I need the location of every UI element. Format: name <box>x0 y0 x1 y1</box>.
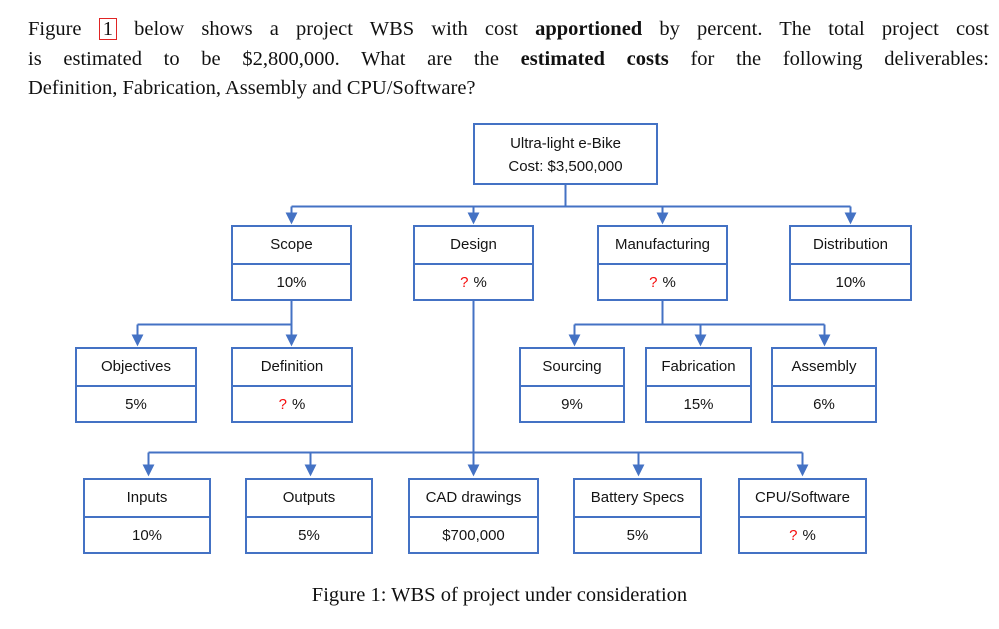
node-value: 5% <box>77 385 195 421</box>
value-text: % <box>473 274 487 291</box>
wbs-node-fabrication: Fabrication 15% <box>645 347 752 423</box>
question-line-1: Figure 1 below shows a project WBS with … <box>28 15 989 45</box>
question-segment: by percent. The total project cost <box>642 18 989 40</box>
node-label: CAD drawings <box>425 489 522 506</box>
node-label: Design <box>450 236 497 253</box>
figure-ref-link[interactable]: 1 <box>98 18 117 40</box>
wbs-node-battery-specs: Battery Specs 5% <box>573 478 702 554</box>
wbs-node-cpu-software: CPU/Software ?% <box>738 478 867 554</box>
node-value: ?% <box>233 385 351 421</box>
node-label: Fabrication <box>661 358 736 375</box>
question-segment-bold: estimated costs <box>520 47 669 70</box>
node-value: 10% <box>791 263 910 299</box>
question-segment: below shows a project WBS with cost <box>116 18 536 40</box>
node-value: ?% <box>599 263 726 299</box>
wbs-node-objectives: Objectives 5% <box>75 347 197 423</box>
node-value: 5% <box>247 516 371 552</box>
wbs-node-sourcing: Sourcing 9% <box>519 347 625 423</box>
node-value: $700,000 <box>410 516 537 552</box>
question-text: Figure 1 below shows a project WBS with … <box>28 15 989 104</box>
value-text: 5% <box>626 527 649 544</box>
wbs-node-inputs: Inputs 10% <box>83 478 211 554</box>
node-label: Inputs <box>126 489 168 506</box>
node-label: Sourcing <box>542 358 602 375</box>
node-label: CPU/Software <box>754 489 851 506</box>
wbs-root-title: Ultra-light e-Bike <box>510 135 621 152</box>
question-segment: Figure <box>28 18 99 40</box>
figure-caption: Figure 1: WBS of project under considera… <box>311 584 688 606</box>
wbs-node-manufacturing: Manufacturing ?% <box>597 225 728 301</box>
wbs-node-distribution: Distribution 10% <box>789 225 912 301</box>
unknown-mark: ? <box>789 527 798 544</box>
question-segment-bold: apportioned <box>535 18 643 40</box>
question-line-3: Definition, Fabrication, Assembly and CP… <box>28 77 476 99</box>
wbs-node-outputs: Outputs 5% <box>245 478 373 554</box>
node-value: ?% <box>740 516 865 552</box>
wbs-node-root: Ultra-light e-Bike Cost: $3,500,000 <box>473 123 658 185</box>
value-text: 10% <box>276 274 307 291</box>
value-text: % <box>292 396 306 413</box>
unknown-mark: ? <box>460 274 469 291</box>
wbs-node-scope: Scope 10% <box>231 225 352 301</box>
node-label: Scope <box>270 236 313 253</box>
node-value: 5% <box>575 516 700 552</box>
value-text: 9% <box>561 396 583 413</box>
question-segment: is estimated to be $2,800,000. What are … <box>28 47 521 70</box>
value-text: % <box>662 274 676 291</box>
node-value: 9% <box>521 385 623 421</box>
wbs-root-cost: Cost: $3,500,000 <box>508 158 623 175</box>
node-value: 6% <box>773 385 875 421</box>
node-label: Assembly <box>791 358 857 375</box>
value-text: 5% <box>125 396 147 413</box>
unknown-mark: ? <box>278 396 287 413</box>
node-label: Battery Specs <box>590 489 685 506</box>
value-text: 10% <box>835 274 866 291</box>
value-text: % <box>802 527 816 544</box>
wbs-node-design: Design ?% <box>413 225 534 301</box>
wbs-node-definition: Definition ?% <box>231 347 353 423</box>
unknown-mark: ? <box>649 274 658 291</box>
node-value: ?% <box>415 263 532 299</box>
node-value: 10% <box>85 516 209 552</box>
node-label: Manufacturing <box>614 236 711 253</box>
question-segment: for the following deliverables: <box>668 47 989 70</box>
value-text: 5% <box>298 527 320 544</box>
value-text: 6% <box>813 396 835 413</box>
value-text: $700,000 <box>442 527 505 544</box>
value-text: 15% <box>683 396 714 413</box>
node-label: Definition <box>260 358 324 375</box>
node-label: Outputs <box>282 489 336 506</box>
value-text: 10% <box>131 527 163 544</box>
wbs-node-cad-drawings: CAD drawings $700,000 <box>408 478 539 554</box>
node-label: Distribution <box>812 236 889 253</box>
wbs-node-assembly: Assembly 6% <box>771 347 877 423</box>
node-value: 10% <box>233 263 350 299</box>
node-value: 15% <box>647 385 750 421</box>
question-line-2: is estimated to be $2,800,000. What are … <box>28 45 989 75</box>
node-label: Objectives <box>100 358 172 375</box>
